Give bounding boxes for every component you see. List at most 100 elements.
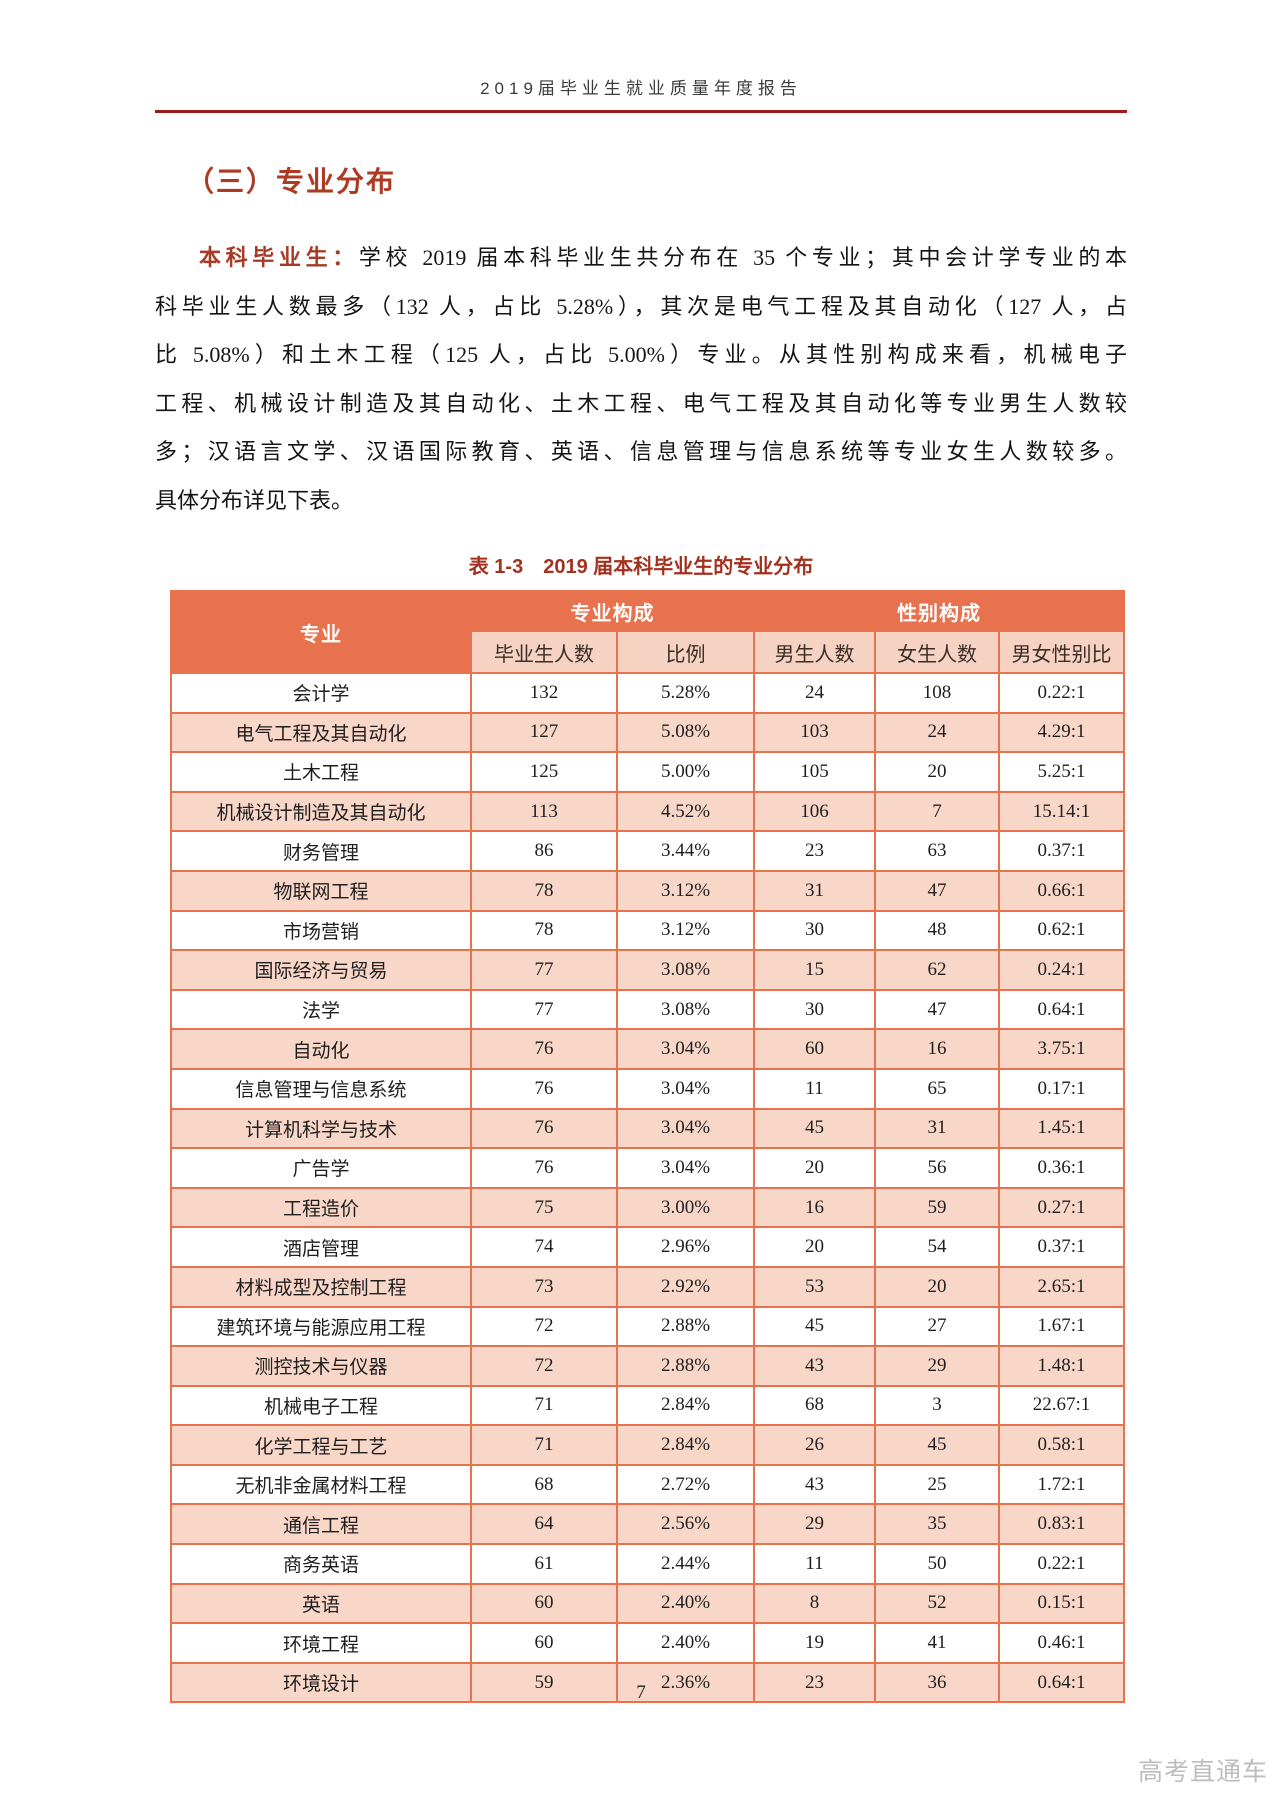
cell-male: 60 — [753, 1028, 876, 1070]
cell-ratio: 3.00% — [616, 1186, 755, 1229]
cell-female: 35 — [874, 1503, 1000, 1546]
cell-gender-ratio: 5.25:1 — [997, 751, 1126, 793]
table-body: 会计学 132 5.28% 24 108 0.22:1 电气工程及其自动化 127 5.08% 1… — [170, 672, 1126, 1704]
cell-major: 通信工程 — [170, 1503, 472, 1546]
cell-female: 52 — [874, 1582, 1000, 1625]
cell-ratio: 3.44% — [616, 830, 755, 872]
cell-graduates: 86 — [470, 830, 618, 872]
cell-male: 8 — [753, 1582, 876, 1625]
table-row: 通信工程 64 2.56% 29 35 0.83:1 — [170, 1503, 1126, 1546]
cell-male: 45 — [753, 1107, 876, 1150]
cell-male: 103 — [753, 711, 876, 754]
cell-ratio: 2.40% — [616, 1622, 755, 1664]
cell-graduates: 125 — [470, 751, 618, 793]
table-header-row-columns: 毕业生人数 比例 男生人数 女生人数 男女性别比 — [171, 630, 1126, 674]
cell-gender-ratio: 0.37:1 — [997, 830, 1126, 872]
cell-graduates: 76 — [470, 1147, 618, 1189]
table-row: 物联网工程 78 3.12% 31 47 0.66:1 — [170, 869, 1126, 912]
cell-major: 工程造价 — [170, 1186, 472, 1229]
cell-graduates: 73 — [470, 1265, 618, 1308]
cell-major: 建筑环境与能源应用工程 — [170, 1305, 472, 1348]
major-distribution-table: 专业 专业构成 性别构成 毕业生人数 比例 男生人数 女生人数 男女性别比 会计… — [170, 590, 1126, 1704]
cell-gender-ratio: 1.72:1 — [997, 1463, 1126, 1506]
cell-gender-ratio: 0.22:1 — [997, 1543, 1126, 1585]
cell-male: 106 — [753, 790, 876, 833]
cell-ratio: 5.08% — [616, 711, 755, 754]
table-row: 商务英语 61 2.44% 11 50 0.22:1 — [170, 1543, 1126, 1585]
cell-ratio: 2.44% — [616, 1543, 755, 1585]
cell-male: 15 — [753, 949, 876, 991]
cell-female: 48 — [874, 909, 1000, 952]
cell-major: 材料成型及控制工程 — [170, 1265, 472, 1308]
column-header-male: 男生人数 — [753, 630, 876, 674]
cell-major: 市场营销 — [170, 909, 472, 952]
cell-gender-ratio: 1.45:1 — [997, 1107, 1126, 1150]
cell-major: 测控技术与仪器 — [170, 1345, 472, 1387]
cell-graduates: 78 — [470, 909, 618, 952]
cell-gender-ratio: 22.67:1 — [997, 1384, 1126, 1427]
cell-female: 36 — [874, 1661, 1000, 1704]
cell-gender-ratio: 0.64:1 — [997, 988, 1126, 1031]
cell-female: 65 — [874, 1067, 1000, 1110]
cell-ratio: 2.72% — [616, 1463, 755, 1506]
cell-female: 29 — [874, 1345, 1000, 1387]
cell-gender-ratio: 0.46:1 — [997, 1622, 1126, 1664]
table-row: 酒店管理 74 2.96% 20 54 0.37:1 — [170, 1226, 1126, 1268]
paragraph-line: 科毕业生人数最多（132 人，占比 5.28%），其次是电气工程及其自动化（12… — [155, 293, 1127, 319]
cell-major: 电气工程及其自动化 — [170, 711, 472, 754]
table-row: 自动化 76 3.04% 60 16 3.75:1 — [170, 1028, 1126, 1070]
table-row: 英语 60 2.40% 8 52 0.15:1 — [170, 1582, 1126, 1625]
cell-male: 53 — [753, 1265, 876, 1308]
cell-major: 无机非金属材料工程 — [170, 1463, 472, 1506]
table-header: 专业 专业构成 性别构成 毕业生人数 比例 男生人数 女生人数 男女性别比 — [170, 590, 1126, 674]
page-number: 7 — [636, 1682, 646, 1703]
cell-female: 59 — [874, 1186, 1000, 1229]
cell-major: 信息管理与信息系统 — [170, 1067, 472, 1110]
cell-graduates: 76 — [470, 1067, 618, 1110]
cell-ratio: 2.40% — [616, 1582, 755, 1625]
cell-female: 108 — [874, 672, 1000, 714]
cell-graduates: 76 — [470, 1107, 618, 1150]
cell-graduates: 59 — [470, 1661, 618, 1704]
cell-male: 29 — [753, 1503, 876, 1546]
column-header-major: 专业 — [170, 590, 472, 674]
table-row: 土木工程 125 5.00% 105 20 5.25:1 — [170, 751, 1126, 793]
cell-major: 物联网工程 — [170, 869, 472, 912]
cell-gender-ratio: 0.58:1 — [997, 1424, 1126, 1466]
cell-major: 会计学 — [170, 672, 472, 714]
cell-gender-ratio: 1.67:1 — [997, 1305, 1126, 1348]
cell-graduates: 78 — [470, 869, 618, 912]
cell-male: 20 — [753, 1226, 876, 1268]
table-row: 信息管理与信息系统 76 3.04% 11 65 0.17:1 — [170, 1067, 1126, 1110]
cell-ratio: 5.00% — [616, 751, 755, 793]
cell-ratio: 3.04% — [616, 1067, 755, 1110]
table-row: 国际经济与贸易 77 3.08% 15 62 0.24:1 — [170, 949, 1126, 991]
cell-gender-ratio: 4.29:1 — [997, 711, 1126, 754]
cell-gender-ratio: 0.62:1 — [997, 909, 1126, 952]
cell-ratio: 2.96% — [616, 1226, 755, 1268]
table-row: 机械设计制造及其自动化 113 4.52% 106 7 15.14:1 — [170, 790, 1126, 833]
cell-ratio: 3.04% — [616, 1107, 755, 1150]
cell-graduates: 60 — [470, 1622, 618, 1664]
cell-graduates: 72 — [470, 1305, 618, 1348]
table-caption: 表 1-3 2019 届本科毕业生的专业分布 — [468, 556, 814, 578]
table-row: 法学 77 3.08% 30 47 0.64:1 — [170, 988, 1126, 1031]
cell-female: 16 — [874, 1028, 1000, 1070]
cell-female: 31 — [874, 1107, 1000, 1150]
cell-graduates: 72 — [470, 1345, 618, 1387]
cell-gender-ratio: 15.14:1 — [997, 790, 1126, 833]
cell-major: 计算机科学与技术 — [170, 1107, 472, 1150]
table-row: 环境工程 60 2.40% 19 41 0.46:1 — [170, 1622, 1126, 1664]
cell-female: 20 — [874, 1265, 1000, 1308]
cell-graduates: 75 — [470, 1186, 618, 1229]
cell-major: 环境工程 — [170, 1622, 472, 1664]
cell-graduates: 113 — [470, 790, 618, 833]
table-row: 市场营销 78 3.12% 30 48 0.62:1 — [170, 909, 1126, 952]
cell-male: 20 — [753, 1147, 876, 1189]
cell-major: 法学 — [170, 988, 472, 1031]
cell-male: 105 — [753, 751, 876, 793]
table-row: 电气工程及其自动化 127 5.08% 103 24 4.29:1 — [170, 711, 1126, 754]
page-header-title: 2019届毕业生就业质量年度报告 — [480, 79, 802, 98]
table-row: 建筑环境与能源应用工程 72 2.88% 45 27 1.67:1 — [170, 1305, 1126, 1348]
